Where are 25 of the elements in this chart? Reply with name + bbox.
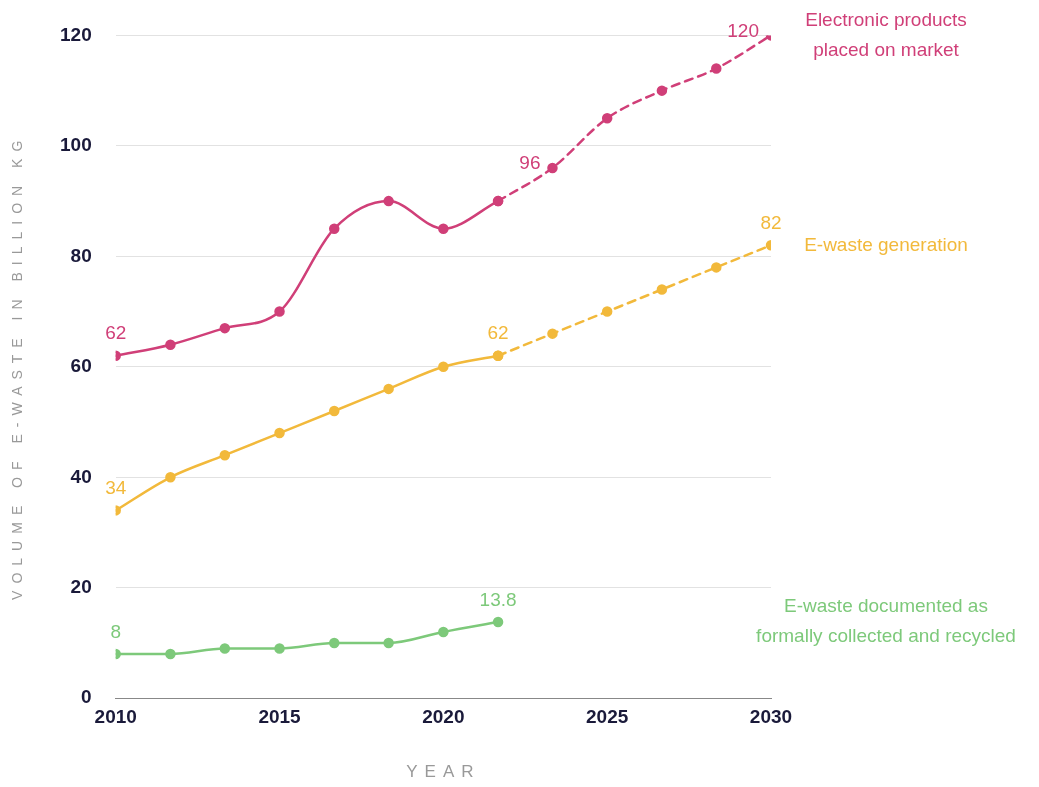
y-tick-label: 20	[70, 575, 92, 597]
text: Electronic products placed on market	[805, 8, 967, 60]
text: E-waste documented as formally collected and recycled	[756, 595, 1016, 647]
data-label: 8	[110, 620, 121, 642]
y-tick-label: 80	[70, 244, 92, 266]
y-axis-title: VOLUME OF E-WASTE IN BILLION KG	[8, 133, 25, 600]
data-label: 62	[105, 322, 127, 344]
text: E-waste generation	[804, 233, 968, 255]
data-label: 82	[760, 212, 782, 234]
y-tick-label: 100	[60, 134, 92, 156]
data-label: 34	[105, 477, 127, 499]
x-tick-label: 2025	[586, 705, 629, 727]
data-label: 120	[727, 19, 759, 41]
y-tick-label: 60	[70, 355, 92, 377]
y-tick-label: 120	[60, 23, 92, 45]
x-tick-label: 2010	[94, 705, 137, 727]
x-tick-label: 2015	[258, 705, 302, 727]
y-tick-label: 0	[81, 686, 92, 708]
data-label: 13.8	[479, 588, 517, 610]
y-tick-label: 40	[70, 465, 92, 487]
x-tick-label: 2020	[422, 705, 465, 727]
x-tick-label: 2030	[749, 705, 793, 727]
data-label: 96	[519, 152, 541, 174]
data-label: 62	[487, 322, 509, 344]
x-axis-title: YEAR	[406, 761, 481, 781]
